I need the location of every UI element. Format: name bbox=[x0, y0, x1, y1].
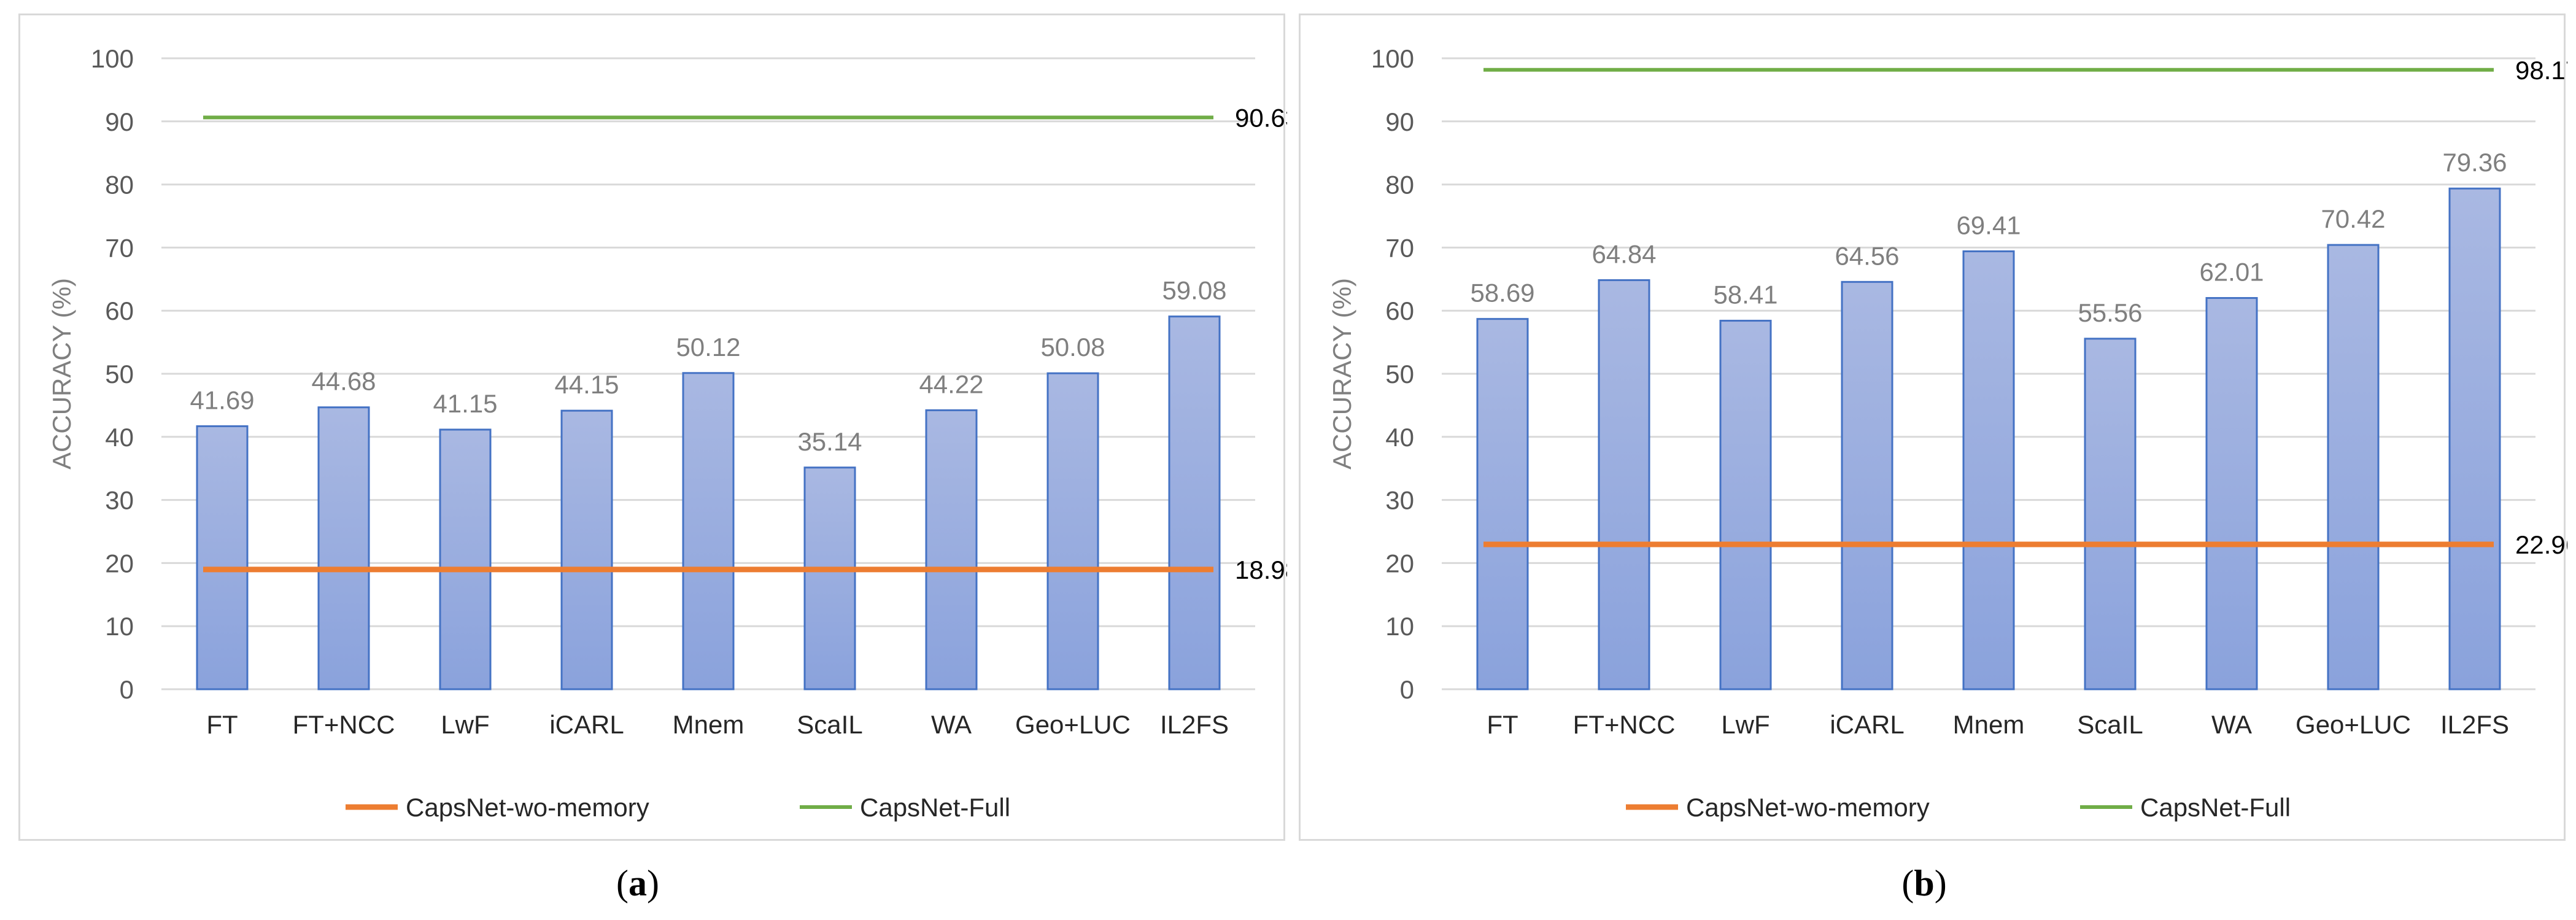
y-tick-label: 0 bbox=[1400, 675, 1414, 704]
x-category-label: FT+NCC bbox=[293, 710, 395, 739]
bar-value-label: 44.68 bbox=[311, 367, 376, 396]
reference-line-label: 22.96 bbox=[2515, 530, 2567, 559]
x-category-label: LwF bbox=[1721, 710, 1770, 739]
bar-value-label: 58.41 bbox=[1713, 280, 1777, 309]
x-category-label: Geo+LUC bbox=[1015, 710, 1131, 739]
bar-value-label: 55.56 bbox=[2078, 298, 2142, 327]
caption-a: (a) bbox=[616, 863, 659, 903]
x-category-label: ScaIL bbox=[797, 710, 862, 739]
y-tick-label: 40 bbox=[1385, 423, 1414, 452]
bar-value-label: 44.15 bbox=[554, 370, 619, 399]
x-category-label: iCARL bbox=[549, 710, 624, 739]
bar-value-label: 41.69 bbox=[190, 385, 254, 414]
chart-b-svg: 0 10 20 30 40 50 60 70 80 90 100 ACCURACY (%) 58.69 F… bbox=[1328, 44, 2567, 822]
y-tick-label: 70 bbox=[1385, 233, 1414, 262]
bar bbox=[2084, 338, 2137, 690]
y-tick-label: 20 bbox=[1385, 549, 1414, 578]
bar bbox=[196, 425, 249, 690]
x-category-label: Mnem bbox=[673, 710, 745, 739]
bar bbox=[1719, 320, 1772, 690]
x-category-label: IL2FS bbox=[1160, 710, 1229, 739]
bar-value-label: 64.56 bbox=[1835, 241, 1899, 270]
chart-panel-b: 0 10 20 30 40 50 60 70 80 90 100 ACCURACY (%) 58.69 F… bbox=[1299, 14, 2567, 841]
y-tick-label: 90 bbox=[1385, 107, 1414, 136]
y-tick-label: 10 bbox=[1385, 612, 1414, 641]
y-axis-label: ACCURACY (%) bbox=[1328, 278, 1356, 470]
bar bbox=[1046, 372, 1099, 690]
chart-panel-a: 0 10 20 30 40 50 60 70 80 90 100 ACCURACY (%) 41.69 F… bbox=[18, 14, 1287, 841]
y-tick-label: 70 bbox=[105, 233, 134, 262]
bar-value-label: 59.08 bbox=[1162, 276, 1226, 305]
y-tick-label: 50 bbox=[1385, 360, 1414, 388]
x-category-label: ScaIL bbox=[2077, 710, 2143, 739]
legend-label: CapsNet-Full bbox=[860, 793, 1010, 822]
bar bbox=[803, 466, 856, 690]
bar-value-label: 79.36 bbox=[2442, 148, 2507, 177]
y-tick-label: 50 bbox=[105, 360, 134, 388]
y-tick-label: 80 bbox=[105, 171, 134, 199]
y-tick-label: 40 bbox=[105, 423, 134, 452]
reference-line-label: 90.63 bbox=[1235, 103, 1287, 132]
bar bbox=[439, 428, 492, 690]
y-tick-label: 100 bbox=[1371, 44, 1414, 73]
x-category-label: WA bbox=[931, 710, 972, 739]
bar bbox=[1476, 318, 1529, 690]
y-tick-label: 60 bbox=[1385, 296, 1414, 325]
bar-value-label: 64.84 bbox=[1592, 239, 1656, 268]
x-category-label: LwF bbox=[441, 710, 489, 739]
bar bbox=[1841, 280, 1893, 690]
bar bbox=[1168, 315, 1221, 690]
bar-value-label: 70.42 bbox=[2321, 204, 2385, 233]
y-tick-label: 0 bbox=[120, 675, 134, 704]
bar-value-label: 44.22 bbox=[919, 369, 983, 398]
y-tick-label: 80 bbox=[1385, 171, 1414, 199]
bar bbox=[2327, 244, 2380, 690]
chart-a-svg: 0 10 20 30 40 50 60 70 80 90 100 ACCURACY (%) 41.69 F… bbox=[47, 44, 1287, 822]
y-tick-label: 30 bbox=[1385, 486, 1414, 515]
bar bbox=[1962, 250, 2015, 690]
y-tick-label: 60 bbox=[105, 296, 134, 325]
x-category-label: iCARL bbox=[1830, 710, 1904, 739]
x-category-label: FT+NCC bbox=[1573, 710, 1676, 739]
y-tick-label: 20 bbox=[105, 549, 134, 578]
y-tick-label: 100 bbox=[91, 44, 134, 73]
bar bbox=[925, 409, 978, 690]
x-category-label: FT bbox=[1487, 710, 1518, 739]
x-category-label: FT bbox=[206, 710, 238, 739]
bar-value-label: 50.08 bbox=[1040, 333, 1105, 361]
y-tick-label: 30 bbox=[105, 486, 134, 515]
y-tick-label: 90 bbox=[105, 107, 134, 136]
bar bbox=[317, 406, 370, 690]
bar-value-label: 58.69 bbox=[1470, 279, 1534, 307]
bar bbox=[1598, 279, 1650, 690]
bar-value-label: 62.01 bbox=[2199, 258, 2264, 287]
bar bbox=[682, 372, 735, 690]
y-tick-label: 10 bbox=[105, 612, 134, 641]
legend-label: CapsNet-Full bbox=[2140, 793, 2291, 822]
legend-label: CapsNet-wo-memory bbox=[406, 793, 649, 822]
y-axis-label: ACCURACY (%) bbox=[47, 278, 76, 470]
bar bbox=[2448, 187, 2501, 690]
bar-value-label: 41.15 bbox=[433, 389, 497, 418]
x-category-label: IL2FS bbox=[2440, 710, 2509, 739]
legend-label: CapsNet-wo-memory bbox=[1686, 793, 1930, 822]
x-category-label: Geo+LUC bbox=[2296, 710, 2411, 739]
reference-line-label: 18.98 bbox=[1235, 555, 1287, 584]
bar bbox=[560, 409, 613, 690]
reference-line-label: 98.17 bbox=[2515, 56, 2567, 85]
bar-value-label: 35.14 bbox=[797, 427, 862, 456]
x-category-label: Mnem bbox=[1953, 710, 2025, 739]
caption-b: (b) bbox=[1901, 863, 1947, 903]
x-category-label: WA bbox=[2211, 710, 2252, 739]
bar-value-label: 50.12 bbox=[676, 333, 740, 361]
bar bbox=[2205, 297, 2258, 690]
bar-value-label: 69.41 bbox=[1956, 211, 2021, 239]
